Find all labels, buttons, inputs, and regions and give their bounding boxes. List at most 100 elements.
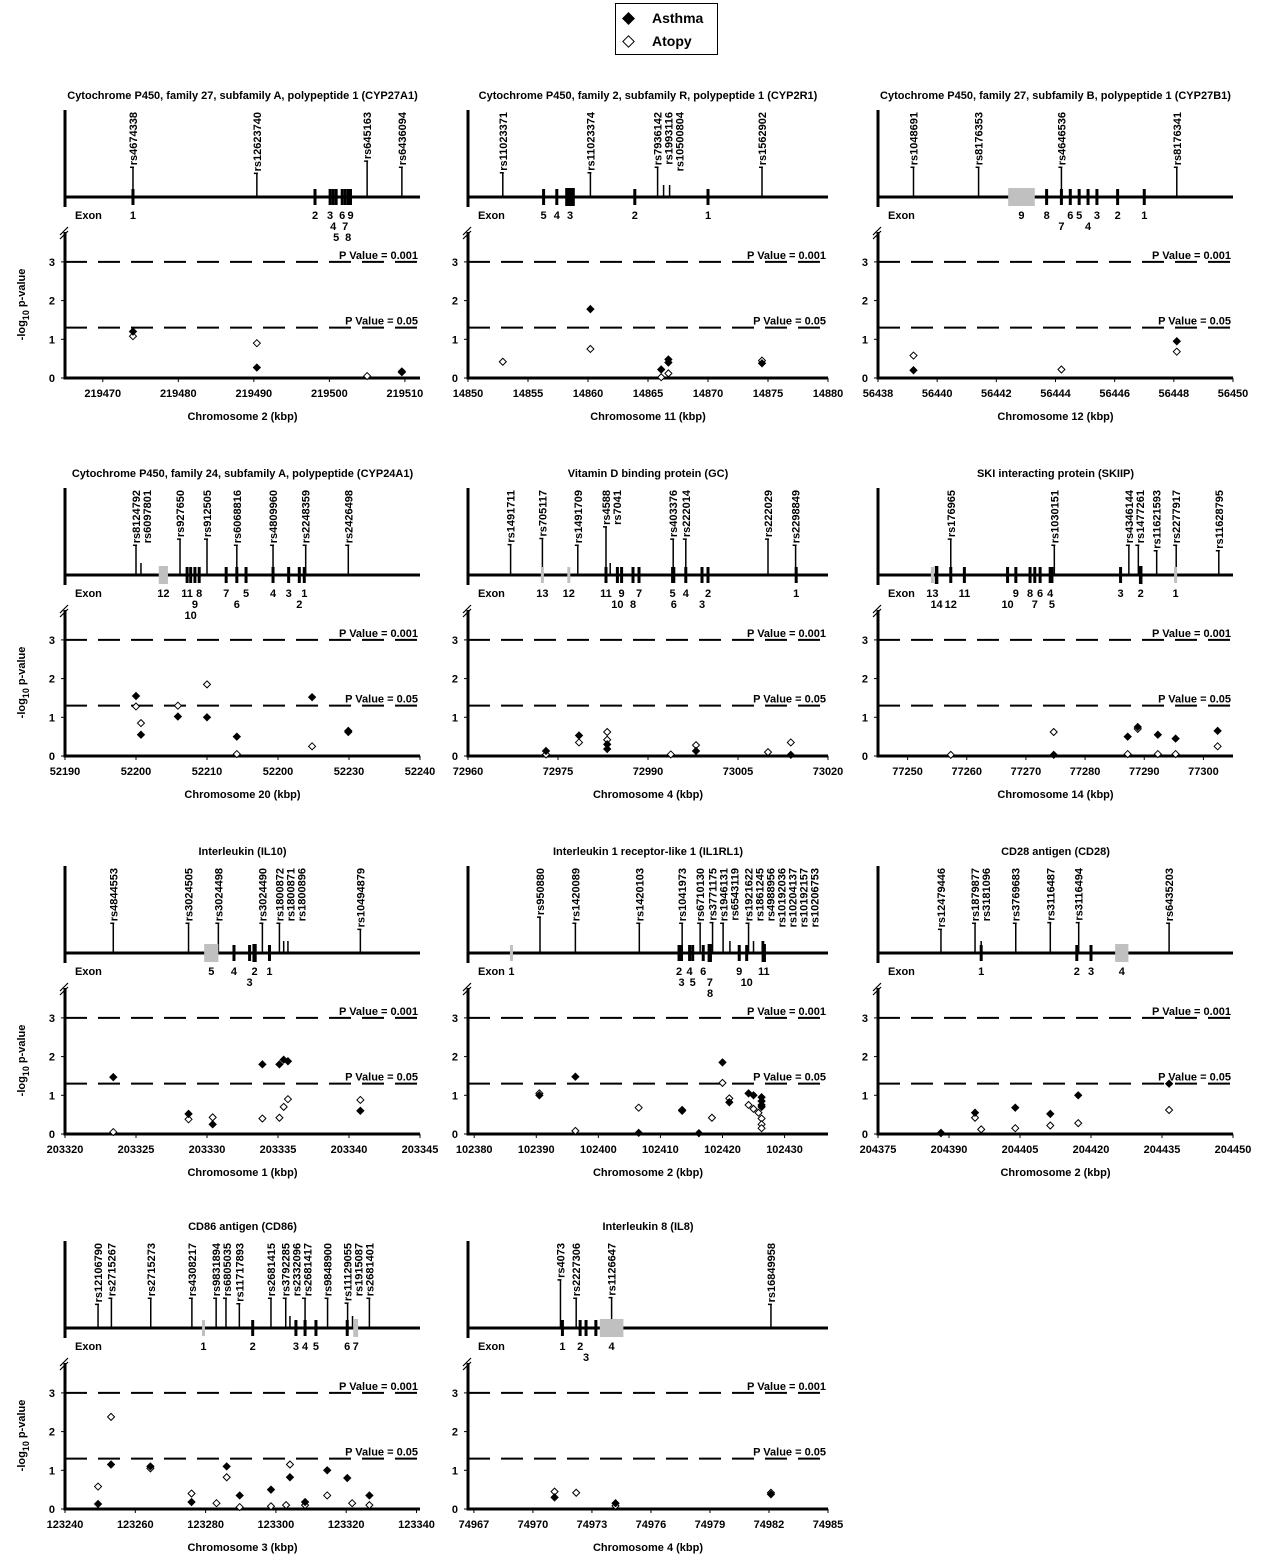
- exon-mark: [271, 567, 275, 583]
- snp-label: rs1420103: [634, 868, 646, 921]
- pvalue-threshold-label: P Value = 0.05: [345, 1447, 418, 1459]
- asthma-point: [128, 327, 138, 336]
- x-tick-label: 74973: [577, 1519, 608, 1531]
- y-tick-label: 2: [452, 1052, 458, 1064]
- asthma-point: [550, 1493, 559, 1502]
- snp-label: rs10204137: [788, 868, 800, 927]
- snp-label: rs2298849: [791, 490, 803, 543]
- x-tick-label: 74967: [459, 1519, 490, 1531]
- atopy-point: [1046, 1121, 1055, 1130]
- atopy-point: [275, 1113, 284, 1122]
- snp-label: rs1800896: [296, 868, 308, 921]
- axis-break-mark: [59, 226, 69, 236]
- exon-mark: [604, 567, 608, 583]
- snp-label: rs10500804: [675, 111, 687, 171]
- atopy-point: [106, 1412, 116, 1422]
- x-tick-label: 74982: [754, 1519, 785, 1531]
- x-axis-label: Chromosome 1 (kbp): [187, 1167, 297, 1179]
- exon-mark: [680, 945, 684, 961]
- axis-break-mark: [872, 608, 882, 618]
- exon-label: 8: [1027, 588, 1033, 600]
- snp-label: rs6805035: [222, 1243, 234, 1296]
- chart-title: CD86 antigen (CD86): [188, 1221, 297, 1233]
- exon-label: 11: [600, 588, 612, 600]
- exon-mark: [633, 189, 637, 205]
- snp-label: rs10494879: [355, 868, 367, 927]
- snp-label: rs1491711: [506, 490, 518, 543]
- pvalue-threshold-label: P Value = 0.05: [753, 1072, 826, 1084]
- exon-mark: [949, 567, 953, 583]
- atopy-point: [202, 680, 212, 689]
- snp-label: rs8124792: [131, 490, 143, 543]
- asthma-point: [252, 363, 262, 372]
- x-tick-label: 56442: [981, 388, 1012, 400]
- exon-label: 10: [741, 977, 753, 989]
- exon-label: 11: [959, 588, 971, 600]
- exon-word-label: Exon: [478, 1341, 505, 1353]
- atopy-point: [1171, 749, 1180, 759]
- exon-label: 6: [339, 210, 345, 222]
- asthma-point: [397, 367, 407, 376]
- atopy-point: [571, 1126, 580, 1136]
- asthma-point: [258, 1060, 267, 1069]
- atopy-point: [718, 1078, 727, 1088]
- y-axis-label-part: -log: [16, 1451, 28, 1471]
- axis-break-mark: [59, 604, 69, 614]
- exon-label: 11: [181, 588, 193, 600]
- exon-label: 6: [1067, 210, 1073, 222]
- y-tick-label: 1: [49, 1465, 55, 1477]
- exon-mark: [567, 567, 571, 583]
- exon-mark: [287, 567, 291, 583]
- snp-label: rs1915087: [354, 1243, 366, 1296]
- x-tick-label: 123300: [258, 1519, 295, 1531]
- snp-label: rs2681417: [303, 1243, 315, 1296]
- y-tick-label: 2: [452, 1427, 458, 1439]
- y-axis-label-subscript: 10: [21, 1441, 31, 1451]
- x-tick-label: 14860: [573, 388, 604, 400]
- exon-word-label: Exon: [888, 210, 915, 222]
- snp-label: rs1562902: [757, 112, 769, 165]
- exon-mark: [708, 945, 712, 961]
- exon-label: 10: [185, 610, 197, 622]
- exon-mark: [1119, 567, 1123, 583]
- x-tick-label: 102400: [580, 1144, 617, 1156]
- exon-mark: [594, 1320, 598, 1336]
- exon-mark: [578, 1320, 582, 1336]
- x-tick-label: 77300: [1188, 766, 1219, 778]
- pvalue-threshold-label: P Value = 0.001: [1152, 628, 1231, 640]
- snp-label: rs2332096: [292, 1243, 304, 1296]
- x-tick-label: 204450: [1215, 1144, 1252, 1156]
- x-tick-label: 52210: [192, 766, 223, 778]
- y-tick-label: 3: [452, 257, 458, 269]
- exon-word-label: Exon: [75, 210, 102, 222]
- exon-block: [934, 566, 939, 584]
- x-tick-label: 204420: [1073, 1144, 1110, 1156]
- x-tick-label: 14875: [753, 388, 784, 400]
- x-tick-label: 56450: [1218, 388, 1249, 400]
- asthma-point: [936, 1128, 946, 1138]
- axis-break-mark: [462, 604, 472, 614]
- y-tick-label: 0: [862, 373, 868, 385]
- axis-break-mark: [59, 1361, 69, 1371]
- exon-label: 7: [353, 1341, 359, 1353]
- exon-label: 5: [1076, 210, 1082, 222]
- exon-label: 1: [301, 588, 307, 600]
- snp-label: rs645163: [362, 112, 374, 159]
- atopy-point: [307, 742, 317, 751]
- asthma-point: [725, 1098, 734, 1107]
- asthma-point: [202, 713, 212, 722]
- atopy-point: [131, 702, 141, 711]
- exon-mark: [189, 567, 193, 583]
- asthma-point: [786, 750, 796, 760]
- axis-break-mark: [872, 226, 882, 236]
- y-tick-label: 0: [49, 1504, 55, 1516]
- x-tick-label: 203330: [189, 1144, 226, 1156]
- exon-mark: [542, 189, 546, 205]
- filled-diamond-icon: [622, 12, 635, 25]
- exon-label: 4: [683, 588, 690, 600]
- x-axis-label: Chromosome 12 (kbp): [997, 411, 1113, 423]
- y-axis-label-subscript: 10: [21, 688, 31, 698]
- x-tick-label: 102430: [766, 1144, 803, 1156]
- asthma-point: [275, 1060, 284, 1069]
- asthma-point: [718, 1058, 727, 1067]
